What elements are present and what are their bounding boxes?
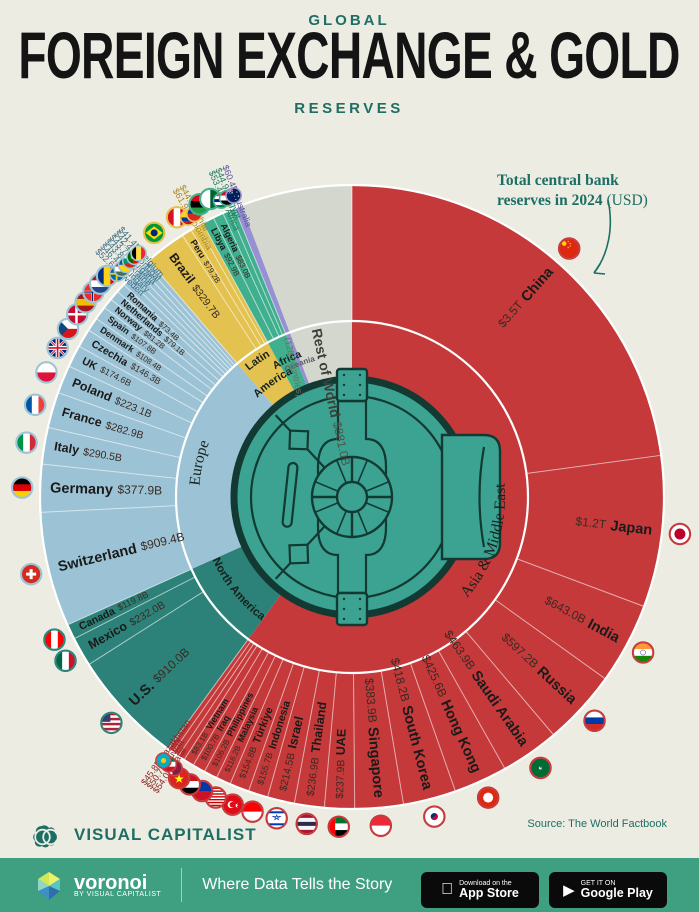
svg-text:reserves in 2024 (USD): reserves in 2024 (USD) [497, 192, 648, 209]
svg-text:FOREIGN EXCHANGE & GOLD: FOREIGN EXCHANGE & GOLD [18, 19, 679, 93]
svg-text:RESERVES: RESERVES [294, 100, 403, 117]
svg-text:Total central bank: Total central bank [497, 172, 619, 189]
